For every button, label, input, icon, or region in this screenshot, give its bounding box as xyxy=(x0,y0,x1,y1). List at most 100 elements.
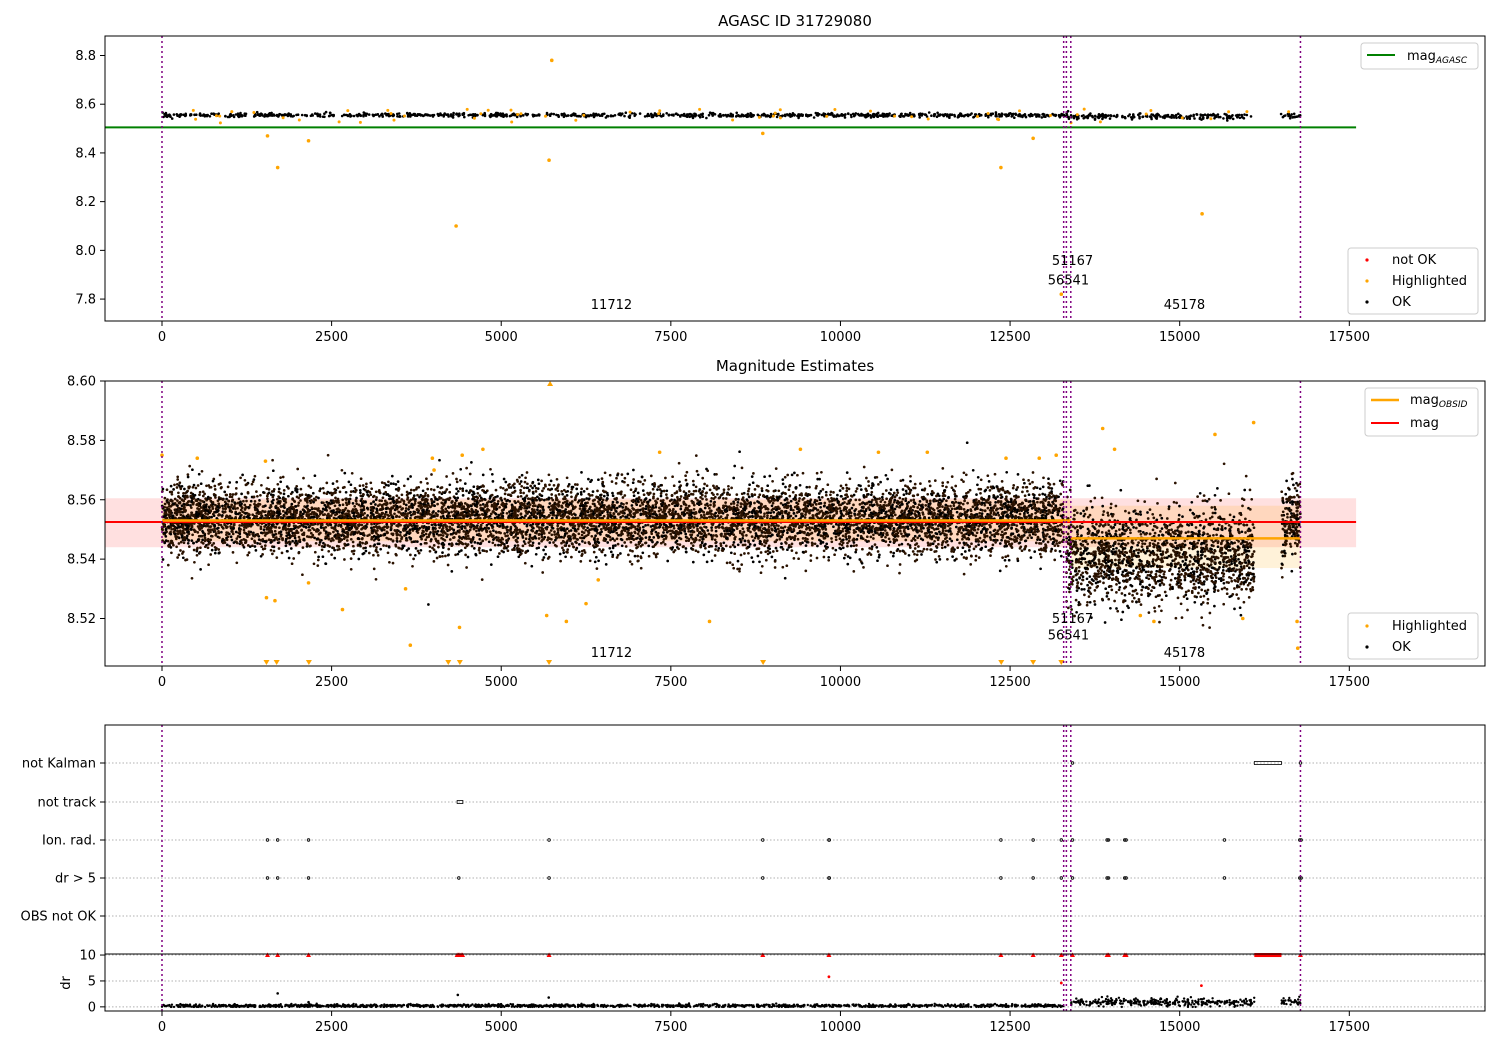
ok-point xyxy=(330,113,334,117)
ok-point xyxy=(696,550,700,554)
ok-point xyxy=(936,111,939,115)
ok-point xyxy=(541,571,545,574)
ok-point xyxy=(237,497,241,501)
ok-point xyxy=(207,563,210,567)
ok-point xyxy=(824,528,828,531)
ok-point xyxy=(1040,116,1044,119)
ok-point xyxy=(609,538,612,542)
legend-label-highlighted: Highlighted xyxy=(1392,274,1467,289)
ok-point xyxy=(366,514,369,517)
ok-point xyxy=(806,538,809,541)
ok-point xyxy=(739,553,743,557)
ok-point xyxy=(228,115,231,119)
ok-point xyxy=(531,541,535,545)
ok-point xyxy=(416,493,419,497)
ok-point xyxy=(185,558,189,561)
ok-point xyxy=(685,511,689,515)
ok-point xyxy=(810,531,814,535)
ok-point xyxy=(1077,116,1080,120)
ok-point xyxy=(665,112,668,115)
ok-point xyxy=(797,116,800,120)
ok-point xyxy=(526,112,530,116)
ok-point xyxy=(1038,538,1042,542)
ok-point xyxy=(1178,116,1182,120)
ok-point xyxy=(600,114,604,118)
ok-point xyxy=(904,538,908,542)
ok-point xyxy=(447,547,451,551)
ok-point xyxy=(483,114,487,118)
legend-label-not-ok: not OK xyxy=(1392,253,1437,268)
ok-point xyxy=(884,489,888,492)
ok-point xyxy=(301,573,304,577)
ok-point xyxy=(370,487,374,491)
ok-point xyxy=(199,568,202,571)
ok-point xyxy=(937,555,941,558)
ok-point xyxy=(775,115,779,119)
ok-point xyxy=(684,478,688,482)
ok-point xyxy=(535,114,539,117)
ok-point xyxy=(971,468,975,472)
ok-point xyxy=(395,536,399,540)
ok-point xyxy=(624,111,628,114)
ok-point xyxy=(659,492,663,495)
ok-point xyxy=(609,114,613,118)
highlighted-point xyxy=(771,114,775,118)
ok-point xyxy=(468,528,472,532)
ok-point xyxy=(627,553,630,557)
panel-agasc-y-axis: 7.88.08.28.48.68.8 xyxy=(75,49,105,308)
ok-point xyxy=(391,561,395,565)
legend-agasc-line: magAGASC xyxy=(1360,42,1479,70)
ok-point xyxy=(969,509,973,513)
ok-point xyxy=(455,480,459,484)
ok-point xyxy=(698,538,701,542)
ok-point xyxy=(429,488,433,491)
ok-point xyxy=(1004,113,1008,116)
ok-point xyxy=(615,556,619,559)
ok-point xyxy=(696,473,700,477)
ok-point xyxy=(378,115,381,118)
ok-point xyxy=(319,115,322,118)
ok-point xyxy=(788,113,792,117)
ok-point xyxy=(1282,114,1286,118)
ok-point xyxy=(445,475,448,478)
ok-point xyxy=(703,482,706,486)
ok-point xyxy=(432,560,436,563)
ok-point xyxy=(935,494,938,498)
highlighted-point xyxy=(1287,110,1291,114)
ok-point xyxy=(976,527,980,531)
ok-point xyxy=(175,545,178,549)
ok-point xyxy=(531,486,534,490)
ok-point xyxy=(961,502,965,506)
ok-point xyxy=(641,512,645,516)
ok-point xyxy=(780,542,783,545)
ok-point xyxy=(604,563,608,566)
ok-point xyxy=(327,537,331,541)
ok-point xyxy=(260,545,264,549)
legend-swatch-highlighted xyxy=(1365,279,1369,283)
ok-point xyxy=(479,525,482,529)
ok-point xyxy=(786,473,790,477)
ok-point xyxy=(608,546,612,550)
ok-point xyxy=(893,513,897,517)
ok-point xyxy=(1139,112,1142,115)
ok-point xyxy=(372,553,375,557)
highlighted-point xyxy=(1200,212,1204,216)
ok-point xyxy=(432,113,436,117)
ok-point xyxy=(980,512,984,515)
ok-point xyxy=(738,450,741,454)
ok-point xyxy=(456,496,460,500)
ok-point xyxy=(508,114,512,118)
ok-point xyxy=(240,113,243,117)
ok-point xyxy=(587,477,590,481)
ok-point xyxy=(234,530,238,534)
x-tick-label: 7500 xyxy=(654,330,687,345)
ok-point xyxy=(930,114,933,117)
ok-point xyxy=(793,113,796,117)
ok-point xyxy=(565,476,569,480)
ok-point xyxy=(234,492,237,496)
x-tick-label: 12500 xyxy=(989,330,1030,345)
ok-point xyxy=(552,483,556,487)
ok-point xyxy=(900,509,904,513)
ok-point xyxy=(1292,115,1295,119)
ok-point xyxy=(533,484,537,488)
